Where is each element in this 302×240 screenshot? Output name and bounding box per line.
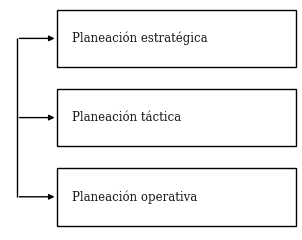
Bar (57, 89, 296, 146)
Text: Planeación táctica: Planeación táctica (72, 111, 182, 124)
Text: Planeación estratégica: Planeación estratégica (72, 32, 208, 45)
Bar (57, 10, 296, 67)
Bar (57, 168, 296, 226)
Text: Planeación operativa: Planeación operativa (72, 190, 198, 204)
